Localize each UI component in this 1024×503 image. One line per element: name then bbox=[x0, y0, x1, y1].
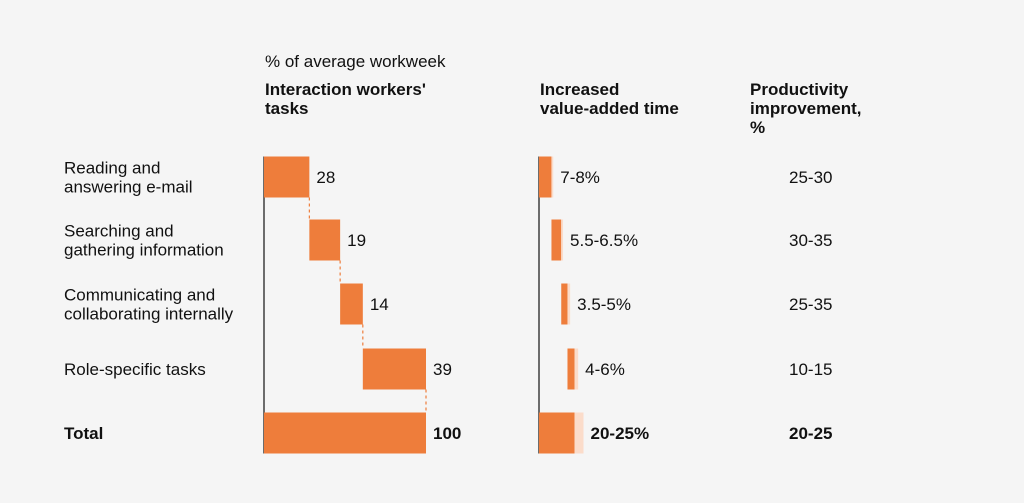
task-bar-4 bbox=[362, 348, 426, 390]
task-value-2: 19 bbox=[347, 231, 366, 250]
category-label-4: Role-specific tasks bbox=[64, 360, 206, 379]
category-label-1: Reading and answering e-mail bbox=[64, 159, 193, 197]
productivity-value-total: 20-25 bbox=[789, 424, 832, 443]
header-tasks-line-2: tasks bbox=[265, 99, 308, 118]
header-value-added-line-1: Increased bbox=[540, 80, 619, 99]
value-range-1 bbox=[551, 156, 554, 198]
task-value-3: 14 bbox=[370, 295, 389, 314]
productivity-value-3: 25-35 bbox=[789, 295, 832, 314]
category-label-4-line-1: Role-specific tasks bbox=[64, 360, 206, 379]
header-productivity: Productivity improvement, % bbox=[750, 80, 866, 137]
category-label-2-line-2: gathering information bbox=[64, 241, 224, 260]
task-value-total: 100 bbox=[433, 424, 461, 443]
value-label-total: 20-25% bbox=[591, 424, 650, 443]
category-label-2: Searching and gathering information bbox=[64, 222, 224, 260]
value-bar-2 bbox=[551, 219, 562, 261]
value-bar-4 bbox=[567, 348, 575, 390]
category-label-3: Communicating and collaborating internall… bbox=[64, 286, 234, 324]
header-productivity-line-1: Productivity bbox=[750, 80, 849, 99]
total-label: Total bbox=[64, 424, 103, 443]
chart-subtitle: % of average workweek bbox=[265, 52, 446, 71]
header-tasks: Interaction workers' tasks bbox=[265, 80, 431, 118]
category-label-1-line-2: answering e-mail bbox=[64, 178, 193, 197]
value-label-3: 3.5-5% bbox=[577, 295, 631, 314]
header-value-added: Increased value-added time bbox=[540, 80, 679, 118]
task-bar-3 bbox=[340, 283, 363, 325]
header-tasks-line-1: Interaction workers' bbox=[265, 80, 426, 99]
task-bar-total bbox=[264, 412, 426, 454]
value-label-2: 5.5-6.5% bbox=[570, 231, 638, 250]
value-range-3 bbox=[567, 283, 571, 325]
header-productivity-line-3: % bbox=[750, 118, 765, 137]
value-label-4: 4-6% bbox=[585, 360, 625, 379]
category-label-2-line-1: Searching and bbox=[64, 222, 174, 241]
value-range-4 bbox=[574, 348, 579, 390]
value-range-2 bbox=[561, 219, 564, 261]
task-bar-2 bbox=[309, 219, 341, 261]
value-bar-1 bbox=[539, 156, 552, 198]
header-productivity-line-2: improvement, bbox=[750, 99, 861, 118]
task-bar-1 bbox=[264, 156, 310, 198]
category-label-3-line-2: collaborating internally bbox=[64, 305, 234, 324]
productivity-value-1: 25-30 bbox=[789, 168, 832, 187]
value-range-total bbox=[574, 412, 584, 454]
category-label-1-line-1: Reading and bbox=[64, 159, 160, 178]
value-bar-3 bbox=[561, 283, 568, 325]
value-bar-total bbox=[539, 412, 575, 454]
header-value-added-line-2: value-added time bbox=[540, 99, 679, 118]
task-value-4: 39 bbox=[433, 360, 452, 379]
task-value-1: 28 bbox=[316, 168, 335, 187]
productivity-value-4: 10-15 bbox=[789, 360, 832, 379]
productivity-value-2: 30-35 bbox=[789, 231, 832, 250]
category-label-3-line-1: Communicating and bbox=[64, 286, 215, 305]
value-label-1: 7-8% bbox=[560, 168, 600, 187]
